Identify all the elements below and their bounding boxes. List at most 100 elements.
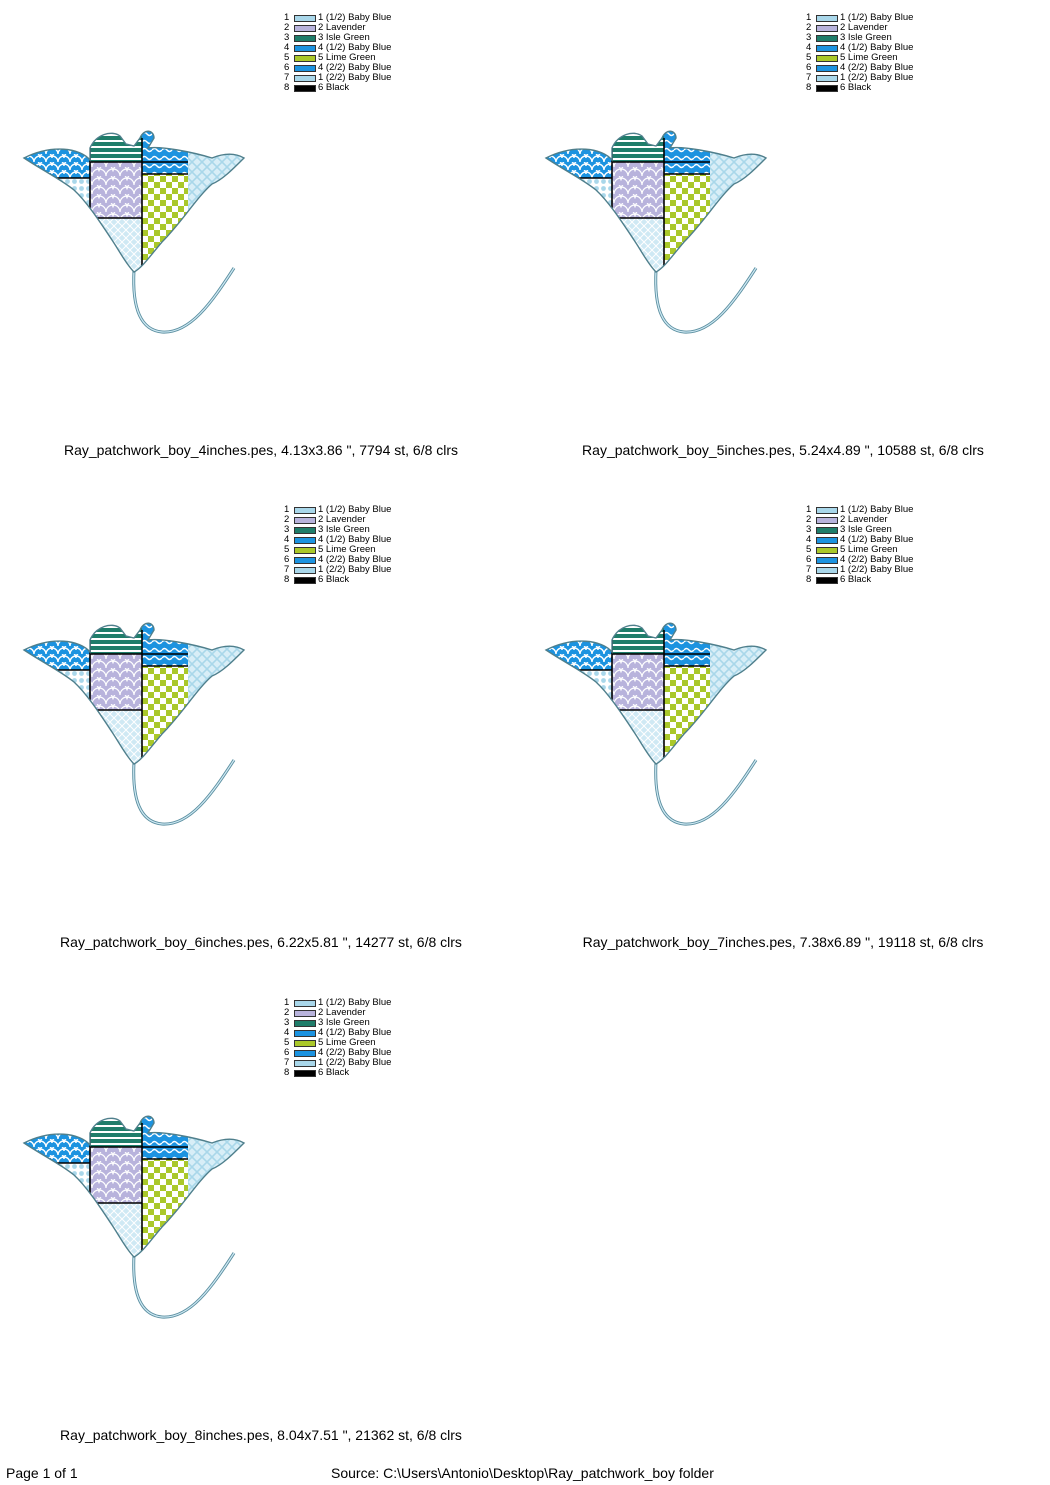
legend-number: 4 <box>284 42 290 53</box>
color-swatch <box>294 1059 316 1067</box>
legend-label: 4 (2/2) Baby Blue <box>840 62 914 73</box>
legend-label: 1 (1/2) Baby Blue <box>318 504 392 515</box>
legend-label: 5 Lime Green <box>318 544 376 555</box>
legend-label: 4 (2/2) Baby Blue <box>318 554 392 565</box>
legend-label: 6 Black <box>318 574 350 585</box>
color-swatch <box>294 1019 316 1027</box>
color-swatch <box>294 526 316 534</box>
legend-number: 8 <box>284 82 290 93</box>
design-caption: Ray_patchwork_boy_8inches.pes, 8.04x7.51… <box>60 1427 462 1443</box>
color-swatch <box>294 74 316 82</box>
legend-label: 1 (1/2) Baby Blue <box>840 504 914 515</box>
legend-number: 8 <box>284 1067 290 1078</box>
color-swatch <box>816 546 838 554</box>
legend-number: 7 <box>284 72 290 83</box>
color-swatch <box>294 1039 316 1047</box>
design-block-4: 1 1 (1/2) Baby Blue 2 2 Lavender 3 3 Isle Gre… <box>522 492 1044 984</box>
color-swatch <box>294 34 316 42</box>
legend-number: 6 <box>284 62 290 73</box>
legend-row: 3 3 Isle Green <box>806 33 913 43</box>
legend-row: 1 1 (1/2) Baby Blue <box>284 13 391 23</box>
legend-row: 1 1 (1/2) Baby Blue <box>806 505 913 515</box>
design-block-5: 1 1 (1/2) Baby Blue 2 2 Lavender 3 3 Isle Gre… <box>0 985 522 1477</box>
color-swatch <box>816 64 838 72</box>
legend-number: 4 <box>284 1027 290 1038</box>
legend-row: 8 6 Black <box>284 83 391 93</box>
legend-label: 2 Lavender <box>318 22 366 33</box>
legend-label: 3 Isle Green <box>840 524 892 535</box>
legend-number: 2 <box>806 22 812 33</box>
legend-label: 3 Isle Green <box>318 32 370 43</box>
legend-row: 1 1 (1/2) Baby Blue <box>284 998 391 1008</box>
legend-label: 1 (1/2) Baby Blue <box>840 12 914 23</box>
legend-number: 6 <box>806 62 812 73</box>
manta-ray-embroidery <box>544 130 768 334</box>
color-swatch <box>294 999 316 1007</box>
legend-row: 3 3 Isle Green <box>284 525 391 535</box>
color-swatch <box>294 1049 316 1057</box>
manta-ray-embroidery <box>22 622 246 826</box>
legend-row: 7 1 (2/2) Baby Blue <box>284 1058 391 1068</box>
legend-label: 1 (2/2) Baby Blue <box>318 1057 392 1068</box>
legend-row: 6 4 (2/2) Baby Blue <box>284 555 391 565</box>
color-swatch <box>294 516 316 524</box>
legend-number: 3 <box>806 32 812 43</box>
color-swatch <box>816 34 838 42</box>
color-swatch <box>294 64 316 72</box>
color-swatch <box>294 1009 316 1017</box>
legend-number: 8 <box>806 82 812 93</box>
legend-number: 2 <box>284 22 290 33</box>
legend-row: 4 4 (1/2) Baby Blue <box>284 535 391 545</box>
legend-row: 5 5 Lime Green <box>806 53 913 63</box>
color-swatch <box>816 526 838 534</box>
legend-label: 1 (1/2) Baby Blue <box>318 12 392 23</box>
legend-number: 3 <box>284 1017 290 1028</box>
legend-row: 1 1 (1/2) Baby Blue <box>284 505 391 515</box>
legend-number: 7 <box>284 564 290 575</box>
legend-number: 5 <box>284 1037 290 1048</box>
color-swatch <box>816 576 838 584</box>
legend-row: 8 6 Black <box>806 83 913 93</box>
page-number: Page 1 of 1 <box>6 1465 78 1481</box>
legend-number: 6 <box>284 1047 290 1058</box>
legend-label: 3 Isle Green <box>840 32 892 43</box>
legend-row: 3 3 Isle Green <box>806 525 913 535</box>
color-swatch <box>294 44 316 52</box>
legend-label: 2 Lavender <box>318 514 366 525</box>
legend-number: 5 <box>806 544 812 555</box>
manta-ray-embroidery <box>544 622 768 826</box>
legend-row: 4 4 (1/2) Baby Blue <box>284 1028 391 1038</box>
color-swatch <box>294 1069 316 1077</box>
legend-row: 5 5 Lime Green <box>284 545 391 555</box>
legend-row: 5 5 Lime Green <box>806 545 913 555</box>
legend-row: 6 4 (2/2) Baby Blue <box>806 555 913 565</box>
legend-row: 5 5 Lime Green <box>284 1038 391 1048</box>
legend-row: 8 6 Black <box>284 575 391 585</box>
legend-label: 4 (1/2) Baby Blue <box>318 1027 392 1038</box>
color-legend: 1 1 (1/2) Baby Blue 2 2 Lavender 3 3 Isle Gre… <box>284 998 391 1078</box>
color-swatch <box>816 516 838 524</box>
legend-number: 2 <box>284 514 290 525</box>
legend-row: 4 4 (1/2) Baby Blue <box>284 43 391 53</box>
legend-number: 5 <box>284 52 290 63</box>
color-swatch <box>294 536 316 544</box>
color-legend: 1 1 (1/2) Baby Blue 2 2 Lavender 3 3 Isle Gre… <box>284 505 391 585</box>
legend-row: 3 3 Isle Green <box>284 1018 391 1028</box>
legend-number: 3 <box>284 32 290 43</box>
legend-row: 2 2 Lavender <box>284 1008 391 1018</box>
legend-row: 8 6 Black <box>806 575 913 585</box>
design-caption: Ray_patchwork_boy_6inches.pes, 6.22x5.81… <box>60 934 462 950</box>
legend-number: 7 <box>806 564 812 575</box>
legend-label: 4 (1/2) Baby Blue <box>840 534 914 545</box>
legend-number: 4 <box>284 534 290 545</box>
legend-row: 6 4 (2/2) Baby Blue <box>806 63 913 73</box>
legend-row: 2 2 Lavender <box>284 515 391 525</box>
legend-row: 3 3 Isle Green <box>284 33 391 43</box>
color-swatch <box>294 566 316 574</box>
color-swatch <box>816 54 838 62</box>
legend-label: 4 (1/2) Baby Blue <box>318 534 392 545</box>
color-swatch <box>816 74 838 82</box>
legend-number: 7 <box>806 72 812 83</box>
legend-number: 2 <box>806 514 812 525</box>
legend-number: 2 <box>284 1007 290 1018</box>
